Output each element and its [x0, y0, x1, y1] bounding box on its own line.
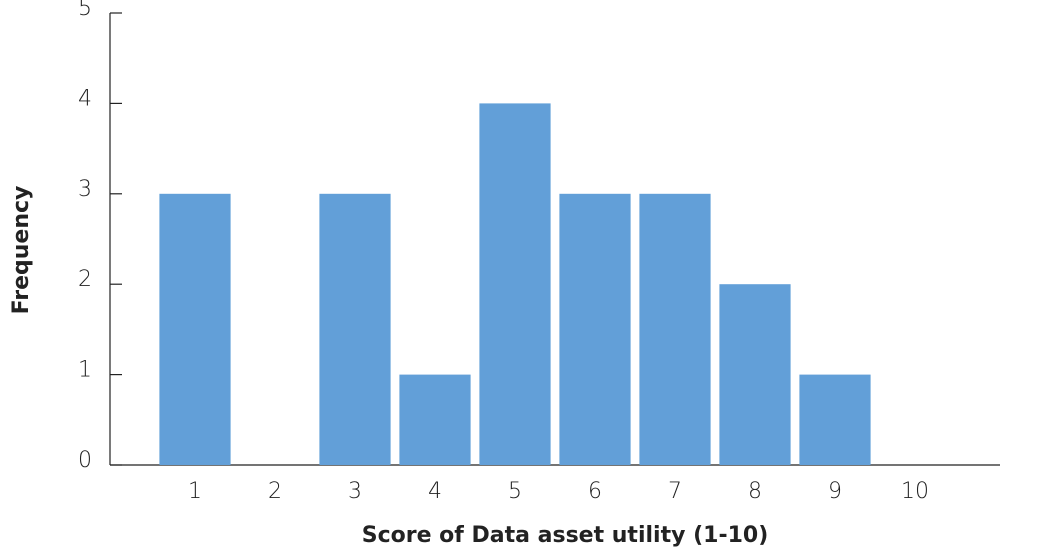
x-tick-label: 10: [901, 479, 929, 504]
y-tick-label: 4: [78, 86, 92, 111]
x-tick-label: 8: [748, 479, 762, 504]
x-tick-label: 9: [828, 479, 842, 504]
bar: [639, 193, 711, 466]
y-tick-label: 0: [78, 448, 92, 473]
x-tick-label: 1: [188, 479, 202, 504]
x-tick-label: 6: [588, 479, 602, 504]
x-axis-title: Score of Data asset utility (1-10): [362, 523, 769, 548]
bar: [799, 374, 871, 465]
x-tick-label: 3: [348, 479, 362, 504]
x-tick-label: 5: [508, 479, 522, 504]
y-tick-label: 2: [78, 267, 92, 292]
y-tick-label: 3: [78, 177, 92, 202]
bar: [479, 103, 551, 466]
bar: [159, 193, 231, 466]
x-tick-label: 4: [428, 479, 442, 504]
bar: [399, 374, 471, 465]
y-tick-label: 1: [78, 358, 92, 383]
bar: [319, 193, 391, 466]
bar: [719, 284, 791, 465]
x-tick-label: 2: [268, 479, 282, 504]
x-tick-label: 7: [668, 479, 682, 504]
y-tick-label: 5: [78, 0, 92, 21]
y-axis-title: Frequency: [9, 186, 34, 315]
bar: [559, 193, 631, 466]
